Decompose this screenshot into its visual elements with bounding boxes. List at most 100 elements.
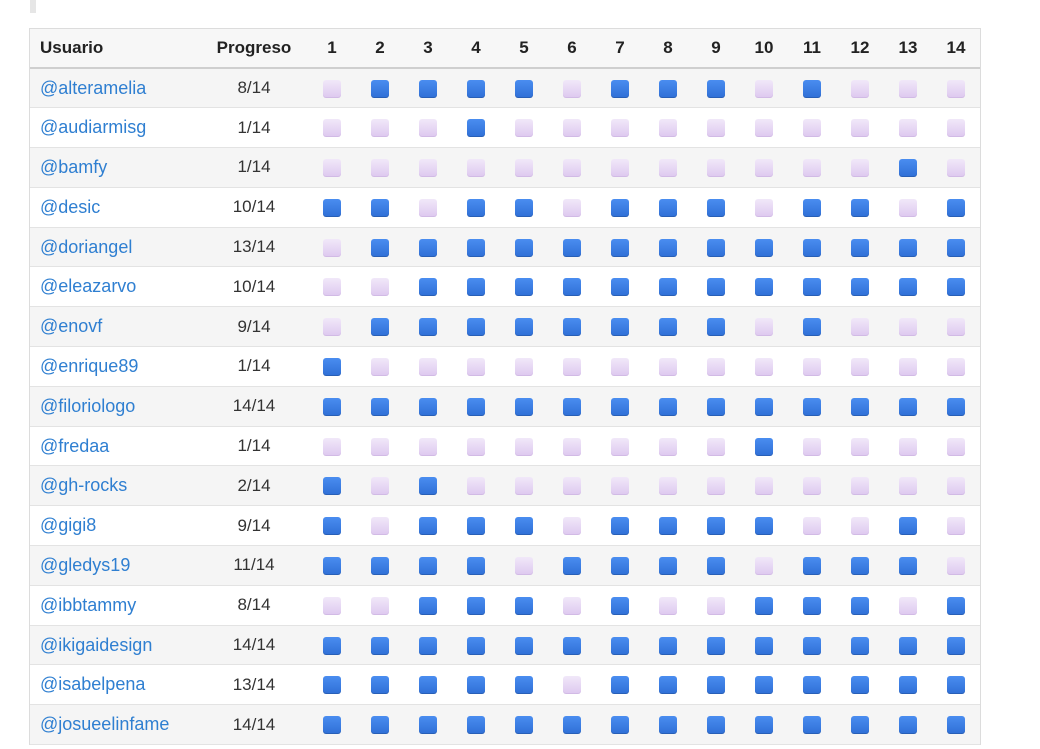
day-cell xyxy=(644,466,692,506)
user-link[interactable]: @isabelpena xyxy=(40,674,146,695)
table-row: @doriangel 13/14 xyxy=(30,227,980,267)
day-completed-marker xyxy=(803,397,821,416)
day-cell xyxy=(836,68,884,108)
day-cell xyxy=(356,227,404,267)
user-link[interactable]: @ibbtammy xyxy=(40,594,137,615)
day-cell xyxy=(404,68,452,108)
day-cell xyxy=(740,267,788,307)
day-cell xyxy=(308,466,356,506)
day-cell xyxy=(356,585,404,625)
user-link[interactable]: @josueelinfame xyxy=(40,714,170,735)
table-row: @bamfy 1/14 xyxy=(30,147,980,188)
day-pending-marker xyxy=(611,437,629,456)
day-cell xyxy=(404,585,452,625)
day-cell xyxy=(788,227,836,267)
day-cell xyxy=(596,68,644,108)
day-cell xyxy=(596,148,644,188)
day-completed-marker xyxy=(803,556,821,575)
column-header-day-12: 12 xyxy=(850,38,870,57)
day-pending-marker xyxy=(803,159,821,177)
day-completed-marker xyxy=(419,238,437,257)
day-pending-marker xyxy=(803,477,821,496)
day-pending-marker xyxy=(707,159,725,177)
user-link[interactable]: @gh-rocks xyxy=(40,475,128,496)
day-cell xyxy=(308,347,356,387)
user-link[interactable]: @gledys19 xyxy=(40,554,131,575)
day-cell xyxy=(788,546,836,586)
user-link[interactable]: @ikigaidesign xyxy=(40,634,153,655)
table-row: @gigi8 9/14 xyxy=(30,505,980,546)
user-cell: @gledys19 xyxy=(30,546,200,586)
day-cell xyxy=(404,347,452,387)
day-completed-marker xyxy=(563,278,581,297)
user-link[interactable]: @desic xyxy=(40,196,101,217)
user-cell: @gh-rocks xyxy=(30,466,200,506)
day-cell xyxy=(740,386,788,426)
user-cell: @gigi8 xyxy=(30,506,200,546)
day-pending-marker xyxy=(515,437,533,456)
user-link[interactable]: @alteramelia xyxy=(40,77,147,98)
day-cell xyxy=(836,426,884,466)
day-pending-marker xyxy=(659,357,677,376)
day-pending-marker xyxy=(323,596,341,615)
day-pending-marker xyxy=(419,437,437,456)
user-link[interactable]: @enovf xyxy=(40,316,103,337)
progress-value: 14/14 xyxy=(232,635,276,655)
day-completed-marker xyxy=(851,238,869,257)
user-link[interactable]: @bamfy xyxy=(40,156,108,177)
column-header-day-14: 14 xyxy=(946,38,966,57)
day-completed-marker xyxy=(515,79,533,98)
user-link[interactable]: @eleazarvo xyxy=(40,276,137,297)
day-pending-marker xyxy=(323,278,341,297)
user-link[interactable]: @filoriologo xyxy=(40,395,136,416)
day-pending-marker xyxy=(899,198,917,217)
day-cell xyxy=(788,108,836,148)
day-pending-marker xyxy=(419,159,437,177)
day-pending-marker xyxy=(323,318,341,337)
day-cell xyxy=(452,386,500,426)
day-cell xyxy=(884,68,932,108)
day-pending-marker xyxy=(371,119,389,138)
day-cell xyxy=(932,705,980,745)
column-header-day-8: 8 xyxy=(663,38,673,57)
day-completed-marker xyxy=(323,198,341,217)
column-header-day-11: 11 xyxy=(803,38,821,57)
user-link[interactable]: @gigi8 xyxy=(40,515,97,536)
day-pending-marker xyxy=(515,119,533,138)
day-cell xyxy=(356,426,404,466)
user-link[interactable]: @enrique89 xyxy=(40,355,139,376)
day-pending-marker xyxy=(323,119,341,138)
day-completed-marker xyxy=(659,79,677,98)
day-completed-marker xyxy=(611,318,629,337)
day-completed-marker xyxy=(659,397,677,416)
user-link[interactable]: @fredaa xyxy=(40,435,110,456)
user-link[interactable]: @doriangel xyxy=(40,236,133,257)
day-completed-marker xyxy=(515,238,533,257)
day-cell xyxy=(788,625,836,665)
day-completed-marker xyxy=(323,357,341,376)
day-cell xyxy=(932,386,980,426)
day-completed-marker xyxy=(947,636,965,655)
day-cell xyxy=(596,546,644,586)
day-cell xyxy=(356,187,404,227)
day-cell xyxy=(404,665,452,705)
day-completed-marker xyxy=(755,636,773,655)
day-completed-marker xyxy=(515,318,533,337)
day-cell xyxy=(356,148,404,188)
day-completed-marker xyxy=(563,397,581,416)
day-pending-marker xyxy=(419,119,437,138)
day-completed-marker xyxy=(851,676,869,695)
day-completed-marker xyxy=(515,517,533,536)
day-cell xyxy=(884,187,932,227)
day-completed-marker xyxy=(419,517,437,536)
day-cell xyxy=(452,148,500,188)
day-cell xyxy=(692,705,740,745)
day-completed-marker xyxy=(755,596,773,615)
day-cell xyxy=(932,665,980,705)
day-cell xyxy=(404,466,452,506)
day-pending-marker xyxy=(323,159,341,177)
user-link[interactable]: @audiarmisg xyxy=(40,117,147,138)
day-cell xyxy=(308,68,356,108)
day-cell xyxy=(548,187,596,227)
day-cell xyxy=(308,546,356,586)
